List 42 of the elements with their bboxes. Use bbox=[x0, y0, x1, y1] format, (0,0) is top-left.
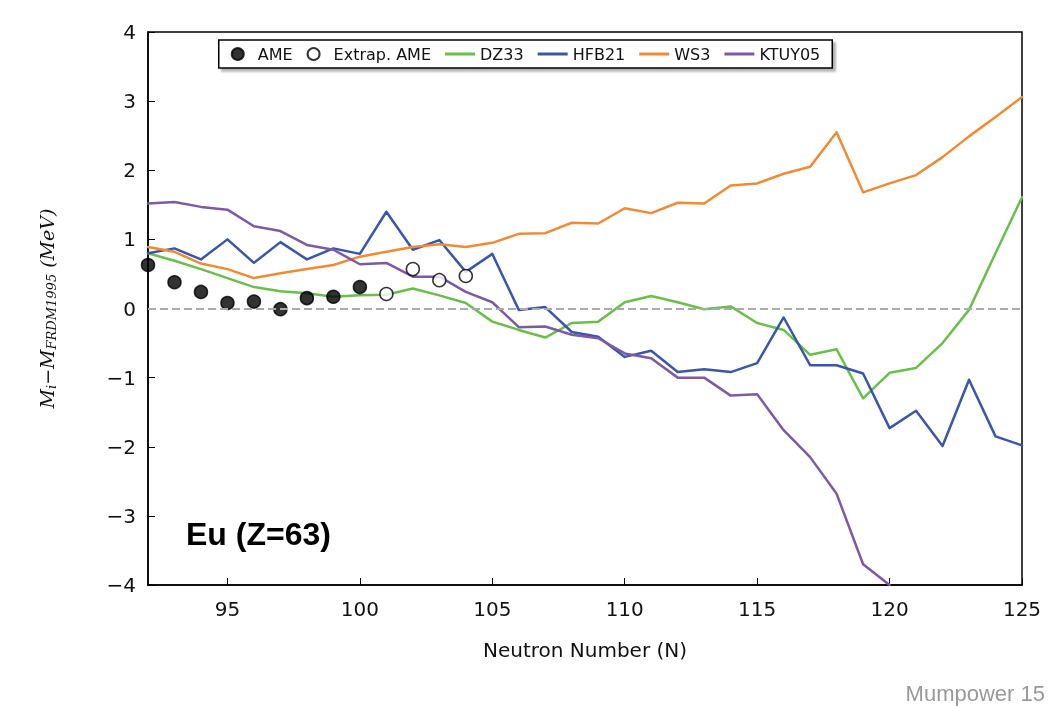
x-tick-label: 100 bbox=[340, 597, 379, 621]
x-tick-label: 125 bbox=[1002, 597, 1042, 621]
y-tick-label: 2 bbox=[123, 158, 136, 183]
y-tick-label: 3 bbox=[123, 89, 136, 114]
point bbox=[379, 286, 394, 302]
y-tick-label: 1 bbox=[123, 227, 136, 252]
x-tick-label: 115 bbox=[738, 597, 777, 621]
y-tick-label: −1 bbox=[106, 365, 136, 390]
line-series bbox=[146, 210, 1024, 448]
point bbox=[140, 257, 156, 273]
x-tick-label: 120 bbox=[870, 597, 909, 621]
y-tick-label: −3 bbox=[106, 503, 136, 528]
x-tick-label: 105 bbox=[473, 597, 512, 621]
x-axis-title: Neutron Number (N) bbox=[482, 638, 688, 662]
point bbox=[458, 268, 474, 284]
x-tick-label: 95 bbox=[214, 597, 241, 621]
line-series bbox=[146, 95, 1024, 280]
legend-label: DZ33 bbox=[480, 44, 524, 64]
y-tick-label: −2 bbox=[106, 434, 136, 459]
text: Mumpower 15 bbox=[905, 680, 1045, 706]
y-tick-label: −4 bbox=[106, 573, 136, 597]
y-axis-title: Mi−MFRDM1995 (MeV) bbox=[35, 208, 59, 410]
point bbox=[299, 290, 315, 306]
line-series bbox=[146, 195, 1024, 400]
y-tick-label: 4 bbox=[123, 20, 136, 44]
legend-label: Extrap. AME bbox=[333, 44, 432, 64]
legend-label: AME bbox=[257, 44, 293, 64]
point bbox=[326, 289, 341, 304]
legend-label: WS3 bbox=[674, 44, 711, 64]
point bbox=[352, 279, 368, 295]
point bbox=[167, 274, 182, 290]
legend-label: KTUY05 bbox=[759, 44, 821, 64]
point bbox=[193, 284, 209, 300]
point bbox=[220, 295, 235, 311]
point bbox=[405, 261, 421, 277]
line-series bbox=[146, 200, 891, 587]
point bbox=[246, 294, 262, 309]
point bbox=[432, 272, 447, 288]
annotation: Eu (Z=63) bbox=[186, 516, 331, 552]
legend-label: HFB21 bbox=[572, 44, 626, 64]
y-tick-label: 0 bbox=[123, 296, 136, 321]
x-tick-label: 110 bbox=[605, 597, 644, 621]
